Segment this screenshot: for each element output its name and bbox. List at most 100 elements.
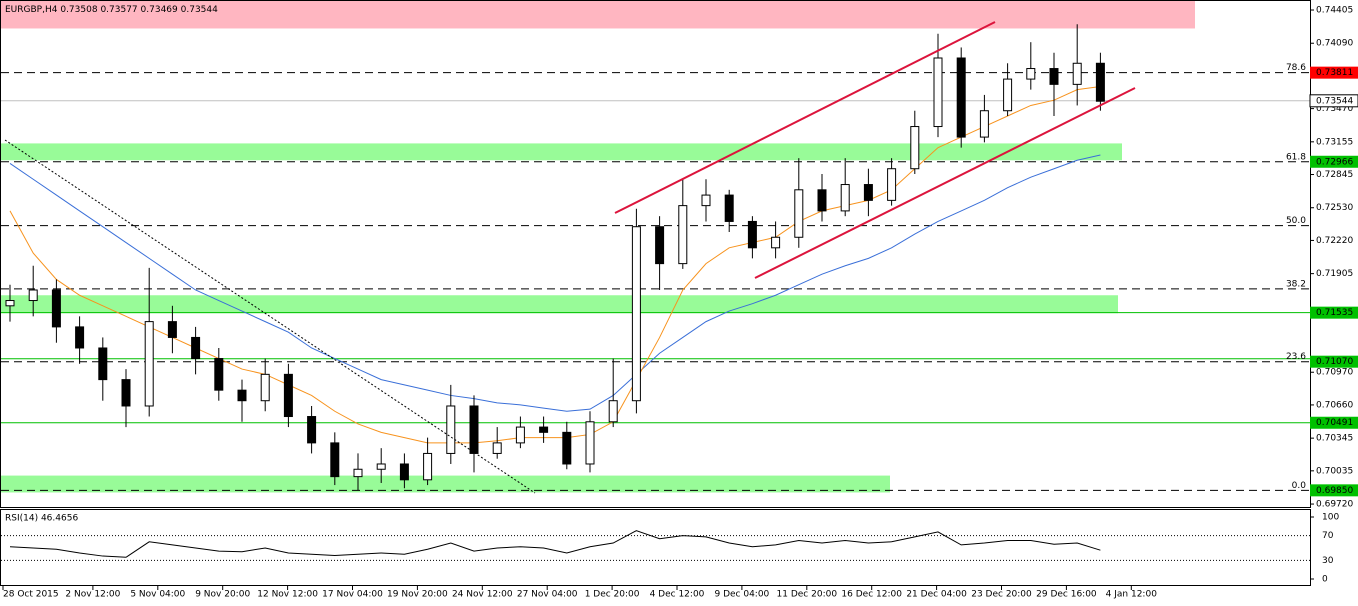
candle-body xyxy=(423,452,433,481)
rsi-title: RSI(14) 46.4656 xyxy=(5,514,78,524)
candle-body xyxy=(469,405,479,454)
y-tick-label: 0.70345 xyxy=(1316,434,1353,444)
price-label-box xyxy=(1310,155,1358,168)
candle-body xyxy=(585,421,595,465)
candle-body xyxy=(330,442,340,478)
fib-label: 78.6 xyxy=(1286,63,1306,73)
x-tick-label: 23 Dec 20:00 xyxy=(971,590,1032,600)
candle-body xyxy=(283,373,293,418)
candle-body xyxy=(191,336,201,360)
candle-body xyxy=(98,347,108,381)
y-tick-label: 0.72220 xyxy=(1316,236,1353,246)
price-label-box xyxy=(1310,66,1358,79)
candle-body xyxy=(1003,78,1013,112)
candle-body xyxy=(933,57,943,128)
rsi-line xyxy=(9,530,1101,558)
candle-body xyxy=(446,405,456,454)
main-frame xyxy=(0,0,1311,508)
candle-body xyxy=(51,289,61,328)
y-tick-label: 0.72530 xyxy=(1316,203,1353,213)
zone xyxy=(1,0,1195,29)
zone xyxy=(1,475,890,493)
x-tick-label: 9 Dec 04:00 xyxy=(714,590,769,600)
y-tick-label: 0.73155 xyxy=(1316,137,1353,147)
ohlc: 0.73469 xyxy=(141,5,178,15)
x-tick-label: 4 Dec 12:00 xyxy=(650,590,705,600)
y-tick-label: 0.74405 xyxy=(1316,6,1353,16)
candle-body xyxy=(260,373,270,402)
candle-body xyxy=(144,321,154,407)
fib-label: 0.0 xyxy=(1292,481,1307,491)
price-label-box xyxy=(1310,416,1358,429)
candle-body xyxy=(747,220,757,249)
price-label: 0.72966 xyxy=(1316,157,1353,167)
candle-body xyxy=(678,205,688,265)
x-tick-label: 1 Dec 20:00 xyxy=(585,590,640,600)
candle-body xyxy=(817,189,827,212)
x-tick-label: 19 Nov 20:00 xyxy=(387,590,448,600)
candle-body xyxy=(237,389,247,402)
rsi-panel xyxy=(1,530,1310,561)
y-tick-label: 0.70660 xyxy=(1316,400,1353,410)
ohlc: 0.73577 xyxy=(100,5,137,15)
rsi-tick-label: 100 xyxy=(1322,513,1339,523)
candle-body xyxy=(75,326,85,349)
zone xyxy=(1,143,1122,161)
candle-body xyxy=(1095,62,1105,102)
candle-body xyxy=(353,468,363,478)
fib-label: 23.6 xyxy=(1286,352,1306,362)
x-tick-label: 28 Oct 2015 xyxy=(3,590,59,600)
candle-body xyxy=(376,463,386,470)
y-tick-label: 0.74090 xyxy=(1316,39,1353,49)
x-tick-label: 2 Nov 12:00 xyxy=(65,590,120,600)
candle-body xyxy=(167,321,177,338)
fib-label: 38.2 xyxy=(1286,279,1306,289)
price-label: 0.73544 xyxy=(1316,96,1353,106)
price-label-box xyxy=(1309,94,1358,108)
candle-body xyxy=(492,442,502,454)
candle-body xyxy=(840,184,850,212)
x-tick-label: 29 Dec 16:00 xyxy=(1036,590,1097,600)
price-label: 0.69850 xyxy=(1316,486,1353,496)
price-label-box xyxy=(1310,306,1358,319)
candle-body xyxy=(863,184,873,201)
price-label: 0.71535 xyxy=(1316,308,1353,318)
candle-body xyxy=(608,400,618,423)
candle-body xyxy=(910,126,920,170)
x-tick-label: 17 Nov 04:00 xyxy=(322,590,383,600)
x-tick-label: 24 Nov 12:00 xyxy=(452,590,513,600)
candle-body xyxy=(5,300,15,307)
x-tick-label: 4 Jan 12:00 xyxy=(1106,590,1158,600)
candle-body xyxy=(655,226,665,265)
candle-body xyxy=(1026,68,1036,80)
x-tick-label: 16 Dec 12:00 xyxy=(841,590,902,600)
price-label: 0.73811 xyxy=(1316,68,1353,78)
price-label-box xyxy=(1310,484,1358,497)
x-tick-label: 9 Nov 20:00 xyxy=(195,590,250,600)
candle-body xyxy=(956,57,966,138)
rsi-tick-label: 0 xyxy=(1322,575,1328,585)
x-tick-label: 21 Dec 04:00 xyxy=(906,590,967,600)
price-label: 0.70491 xyxy=(1316,418,1353,428)
candle-body xyxy=(562,431,572,465)
zone xyxy=(1,295,1118,314)
candle-body xyxy=(399,463,409,481)
candle-body xyxy=(631,226,641,402)
rsi-tick-label: 70 xyxy=(1322,531,1334,541)
candle-body xyxy=(701,194,711,207)
candle-body xyxy=(979,110,989,138)
candle-body xyxy=(794,189,804,238)
y-tick-label: 0.70970 xyxy=(1316,368,1353,378)
rsi-frame xyxy=(0,509,1311,586)
candle-body xyxy=(1049,68,1059,85)
x-tick-label: 12 Nov 12:00 xyxy=(257,590,318,600)
fib-label: 50.0 xyxy=(1286,216,1306,226)
y-tick-label: 0.70035 xyxy=(1316,466,1353,476)
y-tick-label: 0.73470 xyxy=(1316,104,1353,114)
y-tick-label: 0.72845 xyxy=(1316,170,1353,180)
x-tick-label: 5 Nov 04:00 xyxy=(130,590,185,600)
candle-body xyxy=(515,426,525,444)
main-panel xyxy=(1,0,1310,493)
